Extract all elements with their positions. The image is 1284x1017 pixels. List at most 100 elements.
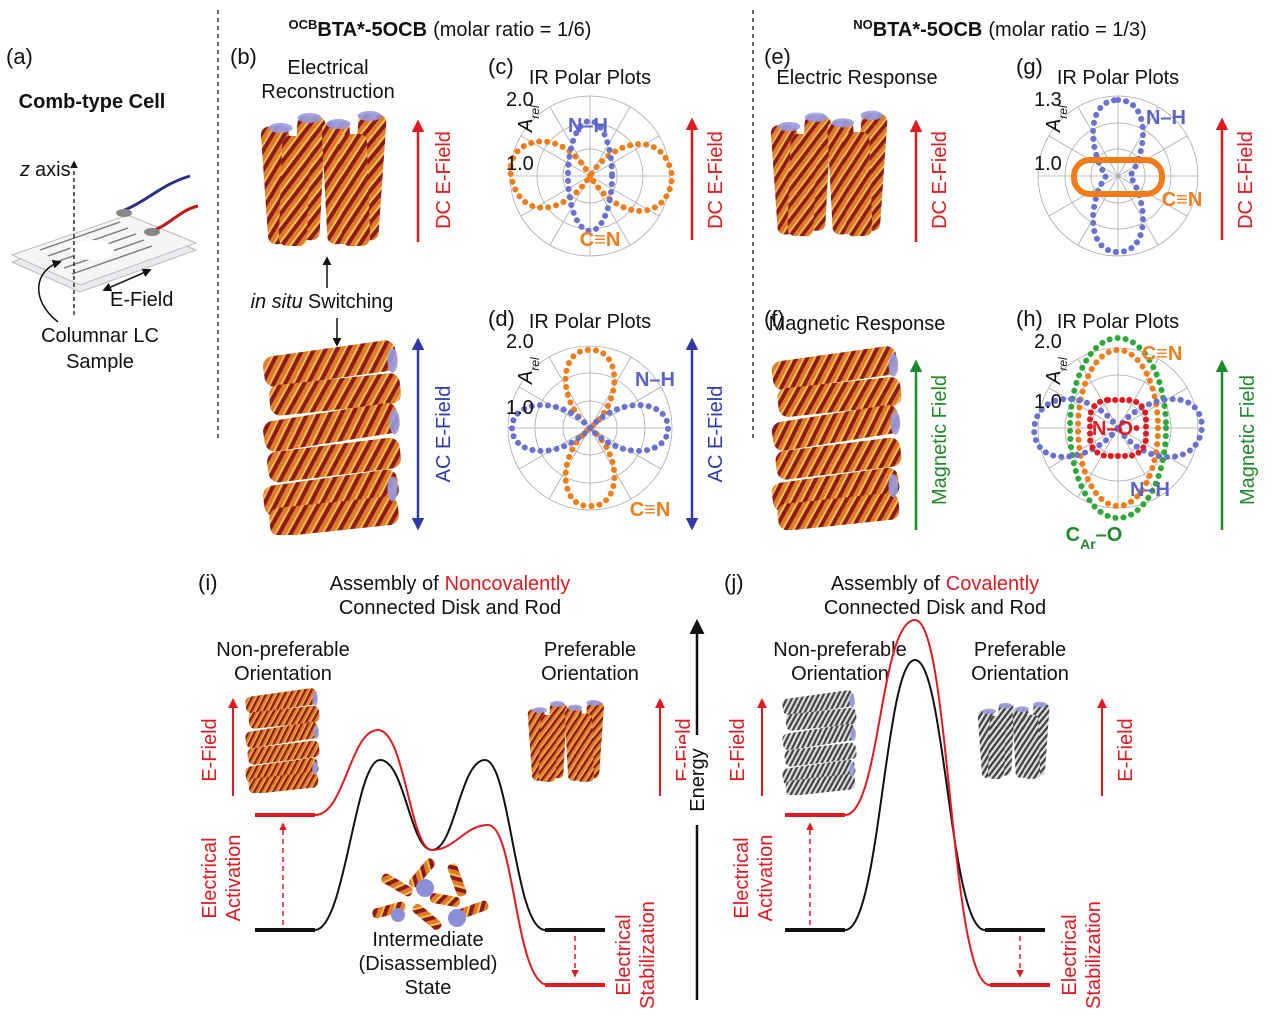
activation-label: Activation bbox=[755, 835, 777, 922]
state-label: Orientation bbox=[234, 663, 332, 685]
species-label: C≡N bbox=[580, 229, 621, 251]
panel-label: (j) bbox=[724, 570, 744, 595]
panel-label: (g) bbox=[1016, 54, 1043, 79]
panel-title: Assembly of Covalently bbox=[831, 573, 1039, 595]
state-label: Non-preferable bbox=[216, 639, 349, 661]
state-label: Non-preferable bbox=[773, 639, 906, 661]
activation-label: Activation bbox=[223, 835, 245, 922]
column-image bbox=[770, 345, 902, 532]
header-ratio: (molar ratio = 1/6) bbox=[433, 19, 591, 41]
column-image bbox=[782, 690, 858, 797]
panel-title: Electrical bbox=[287, 57, 368, 79]
header-right: NOBTA*-5OCB(molar ratio = 1/3) bbox=[853, 17, 1147, 42]
panel-title: Connected Disk and Rod bbox=[339, 597, 561, 619]
switch-word: Switching bbox=[308, 291, 394, 313]
field-label: DC E-Field bbox=[1235, 131, 1257, 229]
species-label: C≡N bbox=[630, 499, 671, 521]
panel-label: (i) bbox=[198, 570, 218, 595]
header-sup: NO bbox=[853, 17, 873, 32]
tick-label: 1.0 bbox=[506, 397, 534, 419]
axis-label: Arel bbox=[515, 357, 542, 385]
axis-letter: A bbox=[1043, 371, 1065, 385]
tick-label: 2.0 bbox=[1034, 331, 1062, 353]
title-part: Assembly of bbox=[831, 573, 940, 595]
species-label: C≡N bbox=[1142, 343, 1183, 365]
activation-label: Electrical bbox=[199, 837, 221, 918]
field-label: E-Field bbox=[199, 718, 221, 781]
axis-word: axis bbox=[35, 159, 71, 181]
figure: OCBBTA*-5OCB (molar ratio = 1/6) NOBTA*-5… bbox=[0, 0, 1284, 1017]
state-label: Orientation bbox=[541, 663, 639, 685]
page: { "header": { "left": {"sup": "OCB", "na… bbox=[0, 0, 1284, 1017]
panel-label: (e) bbox=[764, 44, 791, 69]
field-label: E-Field bbox=[727, 718, 749, 781]
axis-sub: rel bbox=[1056, 105, 1070, 119]
intermediate-label: (Disassembled) bbox=[359, 953, 498, 975]
state-label: Orientation bbox=[971, 663, 1069, 685]
stabilization-label: Stabilization bbox=[637, 901, 659, 1009]
axis-letter: A bbox=[515, 371, 537, 385]
axis-letter: A bbox=[515, 119, 537, 133]
panel-label: (a) bbox=[6, 44, 33, 69]
tick-label: 1.0 bbox=[506, 153, 534, 175]
panel-label: (b) bbox=[230, 44, 257, 69]
column-image bbox=[977, 702, 1049, 779]
title-part: Assembly of bbox=[330, 573, 439, 595]
species-label: C≡N bbox=[1162, 189, 1203, 211]
header-left: OCBBTA*-5OCB (molar ratio = 1/6) bbox=[289, 17, 592, 42]
switch-italic: in situ bbox=[251, 291, 303, 313]
species-label: CAr–O bbox=[1066, 524, 1123, 552]
panel-title: Connected Disk and Rod bbox=[824, 597, 1046, 619]
field-label: AC E-Field bbox=[705, 386, 727, 483]
axis-sub: rel bbox=[1056, 357, 1070, 371]
panel-title: IR Polar Plots bbox=[529, 311, 651, 333]
title-em: Noncovalently bbox=[445, 573, 571, 595]
column-image bbox=[260, 111, 386, 246]
species-label: N–H bbox=[568, 115, 608, 137]
field-label: Magnetic Field bbox=[1237, 375, 1259, 505]
stabilization-label: Electrical bbox=[613, 914, 635, 995]
axis-letter: A bbox=[1043, 119, 1065, 133]
field-label: DC E-Field bbox=[433, 131, 455, 229]
header-ratio: (molar ratio = 1/3) bbox=[988, 19, 1146, 41]
column-image bbox=[770, 111, 887, 237]
field-label: DC E-Field bbox=[929, 131, 951, 229]
panel-title: IR Polar Plots bbox=[529, 67, 651, 89]
panel-title: Comb-type Cell bbox=[19, 91, 166, 113]
axis-label: zaxis bbox=[19, 159, 71, 181]
field-label: AC E-Field bbox=[433, 386, 455, 483]
intermediate-image bbox=[371, 857, 489, 932]
axis-sub: rel bbox=[528, 105, 542, 119]
state-label: Orientation bbox=[791, 663, 889, 685]
activation-label: Electrical bbox=[731, 837, 753, 918]
species-label: N–H bbox=[1130, 479, 1170, 501]
tick-label: 1.0 bbox=[1034, 391, 1062, 413]
panel-label: (c) bbox=[488, 54, 514, 79]
state-label: Preferable bbox=[974, 639, 1066, 661]
column-image bbox=[527, 700, 604, 782]
panel-title: Electric Response bbox=[776, 67, 937, 89]
axis-label: Energy bbox=[687, 748, 709, 811]
field-label: E-Field bbox=[110, 289, 173, 311]
field-label: E-Field bbox=[1115, 718, 1137, 781]
axis-italic: z bbox=[19, 159, 30, 181]
column-image bbox=[245, 688, 321, 795]
header-sup: OCB bbox=[289, 17, 318, 32]
species-label: N–H bbox=[1146, 107, 1186, 129]
stabilization-label: Stabilization bbox=[1083, 901, 1105, 1009]
sample-label: Columnar LC bbox=[41, 325, 159, 347]
species-label: N–O• bbox=[1092, 418, 1140, 440]
panel-title: IR Polar Plots bbox=[1057, 311, 1179, 333]
intermediate-label: State bbox=[405, 977, 452, 999]
stabilization-label: Electrical bbox=[1059, 914, 1081, 995]
header-name: BTA*-5OCB bbox=[317, 19, 427, 41]
intermediate-label: Intermediate bbox=[372, 929, 483, 951]
title-em: Covalently bbox=[946, 573, 1039, 595]
column-image bbox=[262, 339, 402, 537]
panel-title: IR Polar Plots bbox=[1057, 67, 1179, 89]
field-label: Magnetic Field bbox=[929, 375, 951, 505]
species-part: C bbox=[1066, 524, 1080, 546]
field-label: DC E-Field bbox=[705, 131, 727, 229]
species-part: –O bbox=[1096, 524, 1123, 546]
